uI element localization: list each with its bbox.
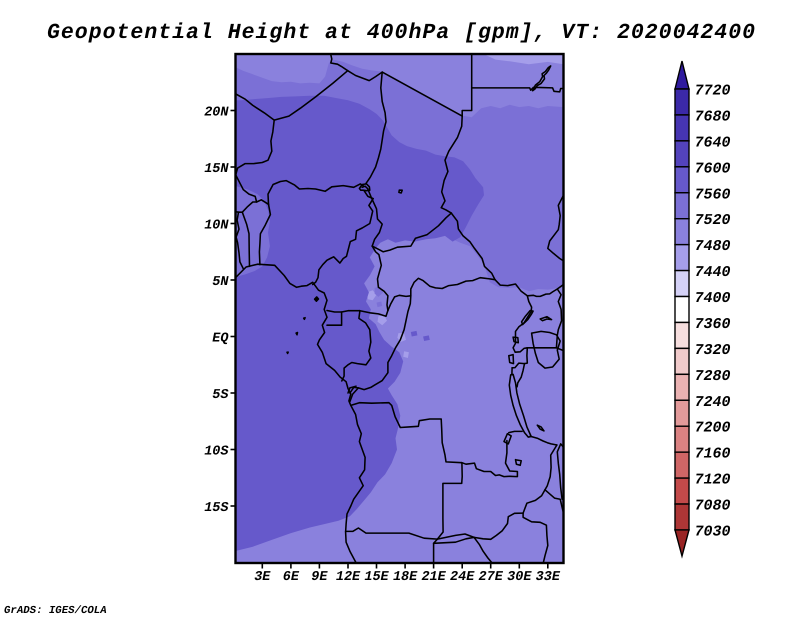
svg-text:33E: 33E <box>536 570 561 585</box>
svg-text:10N: 10N <box>204 219 229 234</box>
svg-text:21E: 21E <box>421 570 446 585</box>
svg-text:7030: 7030 <box>695 524 731 541</box>
svg-text:15N: 15N <box>204 162 229 177</box>
svg-text:7400: 7400 <box>695 290 731 307</box>
svg-text:7640: 7640 <box>695 134 731 151</box>
svg-text:20N: 20N <box>204 106 229 121</box>
svg-text:GrADS: IGES/COLA: GrADS: IGES/COLA <box>4 605 107 617</box>
svg-text:7560: 7560 <box>695 186 731 203</box>
svg-text:3E: 3E <box>254 570 271 585</box>
svg-text:Geopotential Height at 400hPa: Geopotential Height at 400hPa [gpm], VT:… <box>47 21 755 45</box>
svg-text:7680: 7680 <box>695 108 731 125</box>
svg-text:12E: 12E <box>336 570 361 585</box>
svg-text:7360: 7360 <box>695 316 731 333</box>
svg-text:24E: 24E <box>450 570 475 585</box>
svg-text:7440: 7440 <box>695 264 731 281</box>
svg-text:7240: 7240 <box>695 394 731 411</box>
svg-text:7280: 7280 <box>695 368 731 385</box>
svg-text:7120: 7120 <box>695 472 731 489</box>
svg-text:7600: 7600 <box>695 160 731 177</box>
svg-text:5S: 5S <box>212 388 229 403</box>
svg-text:7160: 7160 <box>695 446 731 463</box>
svg-text:5N: 5N <box>212 275 229 290</box>
svg-text:7080: 7080 <box>695 498 731 515</box>
svg-text:6E: 6E <box>283 570 300 585</box>
svg-text:7520: 7520 <box>695 212 731 229</box>
svg-text:15E: 15E <box>364 570 389 585</box>
svg-text:27E: 27E <box>479 570 504 585</box>
svg-text:15S: 15S <box>204 501 229 516</box>
svg-text:7200: 7200 <box>695 420 731 437</box>
svg-text:EQ: EQ <box>212 332 228 347</box>
svg-text:30E: 30E <box>507 570 532 585</box>
svg-text:7480: 7480 <box>695 238 731 255</box>
svg-text:7720: 7720 <box>695 83 731 100</box>
svg-text:10S: 10S <box>204 445 229 460</box>
svg-text:9E: 9E <box>311 570 328 585</box>
svg-text:7320: 7320 <box>695 342 731 359</box>
svg-text:18E: 18E <box>393 570 418 585</box>
